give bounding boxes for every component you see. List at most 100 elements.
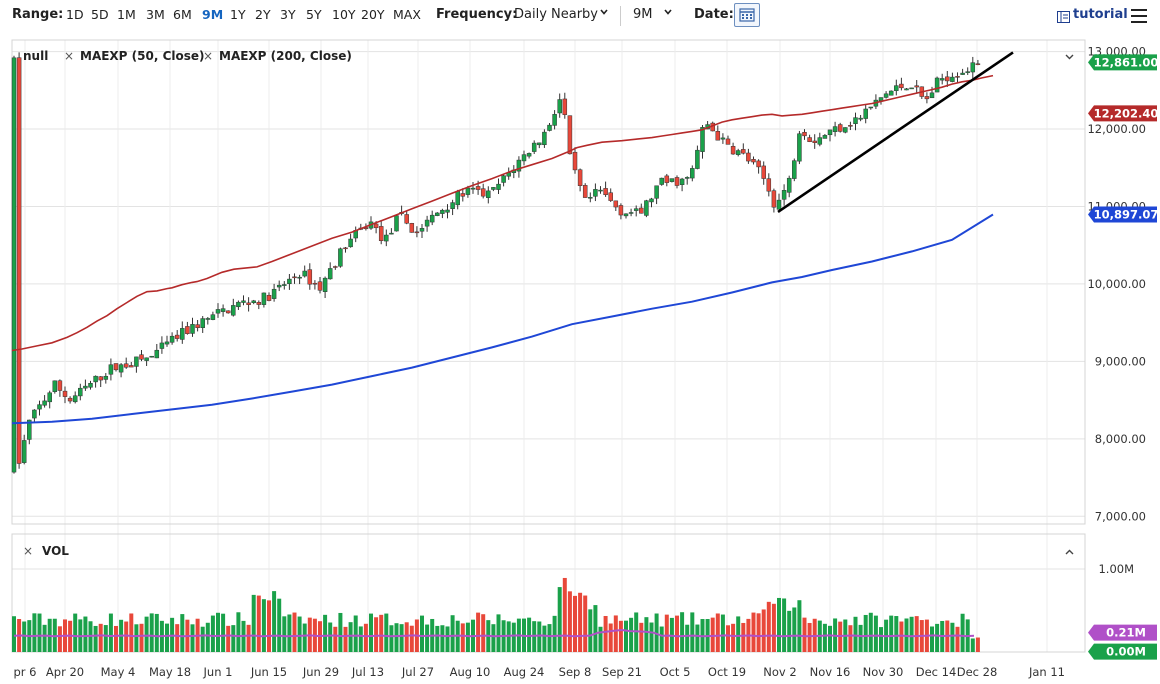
remove-volume-icon[interactable]: × — [23, 544, 33, 558]
candle-body — [195, 324, 200, 329]
volume-bar — [868, 612, 873, 652]
remove-indicator-icon[interactable]: × — [64, 49, 74, 63]
ma50-value-tag: 12,202.40 — [1088, 105, 1158, 122]
candle-body — [333, 266, 338, 268]
range-button-max[interactable]: MAX — [393, 7, 421, 22]
candle-body — [266, 294, 272, 301]
range-button-3y[interactable]: 3Y — [280, 7, 296, 22]
candle-body — [42, 400, 47, 406]
date-tick-label: Dec 28 — [957, 665, 998, 679]
range-button-1y[interactable]: 1Y — [230, 7, 246, 22]
range-button-3m[interactable]: 3M — [146, 7, 165, 22]
volume-bar — [970, 638, 975, 652]
range-button-6m[interactable]: 6M — [173, 7, 192, 22]
volume-bar — [695, 624, 700, 652]
pane-frames — [11, 39, 1086, 653]
candle-body — [276, 284, 282, 288]
candle-body — [72, 395, 78, 403]
volume-bar — [491, 624, 496, 652]
volume-bar — [292, 612, 297, 652]
candle-body — [715, 131, 721, 141]
volume-bar — [787, 610, 792, 652]
volume-bar — [256, 595, 261, 652]
tutorial-link[interactable]: tutorial — [1073, 7, 1128, 22]
price-tick-label: 7,000.00 — [1095, 509, 1146, 523]
range-button-5y[interactable]: 5Y — [306, 7, 322, 22]
collapse-chevron-icon[interactable] — [1065, 54, 1074, 60]
candle-body — [52, 380, 58, 392]
volume-bar — [496, 614, 501, 652]
candle-body — [317, 281, 323, 291]
candle-body — [404, 214, 409, 224]
range-button-10y[interactable]: 10Y — [332, 7, 356, 22]
candle-body — [965, 71, 970, 73]
volume-bar — [216, 612, 220, 652]
candle-body — [929, 92, 935, 99]
volume-bar — [348, 622, 353, 652]
candle-body — [174, 334, 180, 339]
menu-icon[interactable] — [1131, 9, 1147, 23]
candle-body — [480, 188, 486, 197]
candle-body — [465, 187, 471, 195]
candle-body — [139, 354, 144, 360]
range-button-5d[interactable]: 5D — [91, 7, 109, 22]
price-chart[interactable]: 7,000.008,000.009,000.0010,000.0011,000.… — [0, 32, 1160, 684]
volume-bar — [251, 594, 256, 652]
candle-body — [302, 270, 307, 277]
volume-bar — [272, 591, 277, 652]
frequency-select[interactable]: Daily Nearby — [514, 7, 599, 22]
candle-body — [669, 178, 675, 182]
candle-body — [149, 355, 154, 358]
remove-indicator-icon[interactable]: × — [203, 49, 213, 63]
candle-body — [491, 187, 496, 190]
range-button-9m[interactable]: 9M — [202, 7, 224, 22]
date-tick-label: Aug 24 — [504, 665, 545, 679]
period-select[interactable]: 9M — [633, 7, 653, 22]
volume-bar — [567, 591, 572, 652]
range-button-20y[interactable]: 20Y — [361, 7, 385, 22]
volume-last-tag: 0.00M — [1088, 643, 1157, 660]
date-tick-label: May 18 — [149, 665, 191, 679]
candle-body — [822, 135, 828, 139]
range-button-1d[interactable]: 1D — [66, 7, 84, 22]
chevron-down-icon[interactable] — [600, 8, 608, 16]
chevron-down-icon[interactable] — [664, 8, 672, 16]
candle-body — [251, 300, 256, 303]
candle-body — [725, 138, 731, 145]
volume-bar — [761, 609, 766, 652]
candle-body — [888, 90, 894, 96]
volume-bar — [221, 613, 226, 652]
range-button-2y[interactable]: 2Y — [255, 7, 271, 22]
candle-body — [516, 159, 522, 172]
candle-body — [496, 183, 501, 190]
volume-bar — [848, 625, 853, 652]
volume-bar — [909, 616, 914, 652]
candle-body — [129, 365, 134, 368]
candle-body — [225, 310, 231, 314]
volume-bar — [879, 627, 883, 652]
volume-bar — [659, 626, 664, 652]
candle-body — [608, 192, 613, 201]
tutorial-icon[interactable] — [1057, 11, 1070, 23]
range-button-1m[interactable]: 1M — [117, 7, 136, 22]
volume-bar — [542, 625, 547, 652]
volume-bar — [613, 615, 618, 652]
date-tick-label: Nov 16 — [810, 665, 851, 679]
volume-bar — [226, 625, 231, 652]
volume-bar — [935, 623, 940, 652]
volume-bar — [37, 613, 42, 652]
volume-bar — [588, 609, 593, 652]
candle-body — [11, 57, 17, 473]
candle-body — [853, 117, 858, 124]
candle-body — [618, 205, 624, 216]
volume-bar — [664, 614, 669, 652]
legend-volume: VOL — [42, 544, 69, 558]
candle-body — [134, 356, 139, 367]
candle-body — [445, 209, 450, 213]
calendar-icon[interactable] — [734, 3, 760, 27]
volume-bar — [618, 620, 623, 652]
candle-body — [659, 177, 664, 185]
expand-chevron-icon[interactable] — [1065, 549, 1074, 555]
candle-body — [582, 185, 588, 198]
candle-body — [348, 238, 353, 248]
